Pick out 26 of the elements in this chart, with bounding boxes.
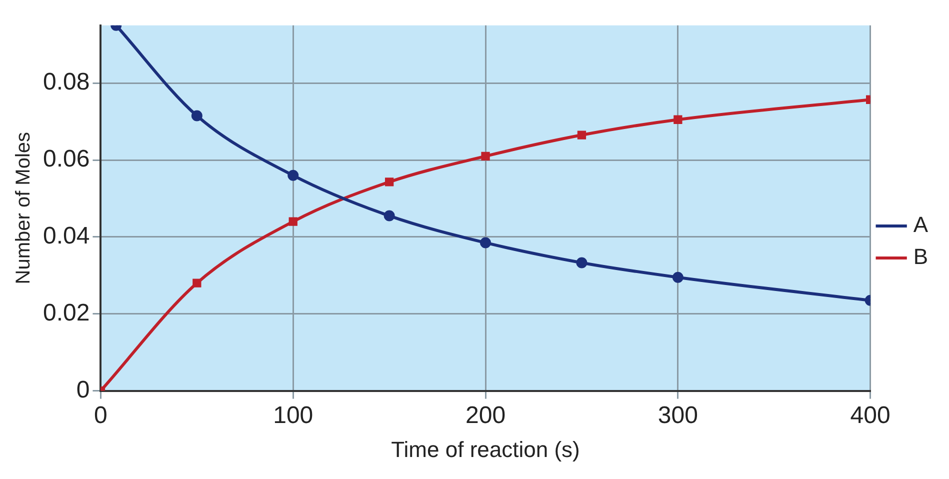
y-axis-title: Number of Moles — [12, 132, 35, 284]
point — [481, 152, 490, 161]
legend-label: A — [913, 212, 928, 238]
point — [480, 237, 492, 248]
point — [191, 110, 202, 122]
y-tick-label: 0 — [76, 376, 90, 404]
x-tick-label: 300 — [658, 402, 698, 429]
x-tick-label: 400 — [850, 402, 890, 429]
y-tick-label: 0.04 — [42, 222, 90, 250]
point — [192, 278, 202, 288]
point — [672, 272, 684, 283]
point — [576, 257, 588, 268]
x-tick-label: 0 — [94, 402, 108, 429]
y-tick-label: 0.06 — [42, 146, 90, 173]
y-tick-label: 0.08 — [42, 68, 90, 96]
x-axis-title: Time of reaction (s) — [391, 436, 580, 462]
x-tick-label: 100 — [273, 402, 314, 429]
point — [577, 130, 586, 140]
point — [384, 210, 395, 222]
point — [288, 170, 299, 181]
legend-label: B — [913, 244, 928, 270]
point — [384, 178, 394, 186]
x-tick-label: 200 — [465, 402, 506, 429]
point — [288, 217, 298, 226]
point — [674, 115, 682, 124]
y-tick-label: 0.02 — [42, 300, 90, 326]
